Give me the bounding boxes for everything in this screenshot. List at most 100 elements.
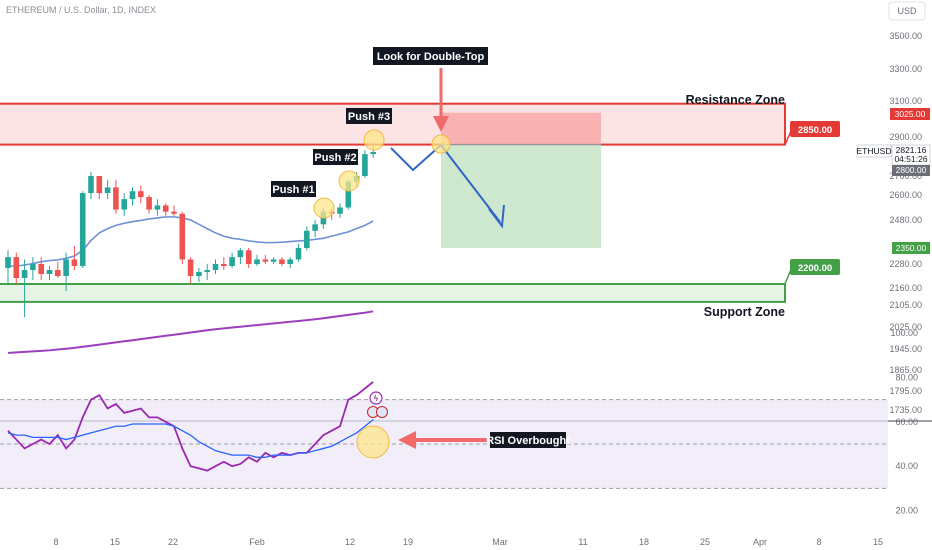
price-tick-label: 2160.00 [889, 283, 922, 293]
candle [337, 203, 343, 218]
push2-label: Push #2 [314, 152, 356, 164]
take-profit-area [441, 144, 601, 248]
price-tick-label: 1735.00 [889, 405, 922, 415]
x-tick-label: Feb [249, 537, 265, 547]
x-tick-label: 11 [578, 537, 587, 547]
push3-label: Push #3 [348, 111, 390, 123]
support-zone-label: Support Zone [704, 305, 785, 319]
candle [154, 199, 161, 216]
candle-body [312, 224, 318, 231]
stop-axis-tag-bg [890, 108, 930, 120]
x-tick-label: 19 [403, 537, 413, 547]
moving-averages [7, 216, 374, 354]
candle [262, 254, 269, 264]
price-tick-label: 2600.00 [889, 190, 922, 200]
rsi-tick-label: 60.00 [895, 417, 918, 427]
candle [245, 248, 252, 268]
candle-body [63, 259, 69, 276]
stop-loss-area [441, 112, 601, 145]
candle [113, 179, 119, 214]
candle-body [279, 259, 285, 264]
last-price-tag: 2821.16 [896, 145, 927, 155]
rsi-moving-average [7, 419, 374, 458]
push1-label: Push #1 [272, 184, 314, 196]
candle [129, 187, 136, 206]
candle [187, 257, 194, 284]
ticker-tag-bg [856, 144, 892, 158]
candle-body [237, 250, 244, 258]
rsi-label-bg [490, 432, 566, 448]
support-zone [0, 283, 786, 303]
candle-body [104, 187, 111, 194]
support-price-tag: 2200.00 [798, 263, 832, 274]
flag-icon-2[interactable] [376, 406, 388, 418]
candle-body [171, 211, 177, 214]
price-tick-label: 1795.00 [889, 386, 922, 396]
price-tick-label: 1945.00 [889, 344, 922, 354]
candle [312, 220, 318, 238]
candle-body [287, 259, 293, 264]
candle-body [38, 264, 44, 274]
level-2800-tag: 2800.00 [896, 165, 927, 175]
resistance-zone [0, 102, 786, 146]
candle [38, 257, 44, 280]
x-tick-label: 12 [345, 537, 355, 547]
rsi-tick-label: 80.00 [895, 372, 918, 382]
candle [254, 254, 260, 266]
projection-arrow-head [488, 204, 505, 229]
candle [237, 248, 244, 264]
double-top-highlight [431, 134, 451, 154]
candle-body [121, 199, 127, 210]
double-top-arrow-head [433, 116, 449, 132]
push3-highlight [363, 129, 385, 151]
candle [362, 150, 368, 178]
candle [295, 243, 302, 262]
candle-body [221, 264, 227, 266]
candle [138, 185, 144, 204]
candle [104, 179, 111, 200]
candle-body [204, 270, 210, 272]
price-tick-label: 3300.00 [889, 64, 922, 74]
candle-body [304, 230, 310, 248]
projection-path [390, 143, 501, 223]
candle-body [113, 187, 119, 210]
x-tick-label: 8 [816, 537, 821, 547]
candle-body [146, 197, 152, 210]
support-price-tag-bg [790, 259, 840, 275]
target-tag: 2350.00 [896, 243, 927, 253]
event-marker-icon[interactable] [369, 391, 383, 405]
currency-button-label: USD [897, 6, 917, 16]
candle-body [295, 248, 302, 260]
candle [179, 211, 186, 264]
candle-body [179, 213, 186, 260]
candle-body [154, 205, 161, 210]
candle-body [162, 205, 169, 212]
price-tick-label: 1865.00 [889, 365, 922, 375]
candle-body [245, 250, 252, 264]
candle [46, 266, 53, 280]
price-tick-label: 2480.00 [889, 215, 922, 225]
candle-body [337, 207, 343, 214]
rsi-tick-label: 100.00 [890, 328, 918, 338]
price-tick-label: 3100.00 [889, 96, 922, 106]
push2-label-bg [313, 149, 358, 165]
candle-body [46, 270, 53, 274]
double-top-label-bg [373, 47, 488, 65]
x-tick-label: Apr [753, 537, 767, 547]
trade-box [441, 112, 601, 248]
event-bolt-icon: ϟ [374, 394, 379, 403]
candle [71, 245, 78, 270]
zones [0, 102, 793, 303]
candle [279, 257, 285, 266]
x-tick-label: Mar [492, 537, 508, 547]
candle [221, 257, 227, 270]
rsi-highlight [356, 425, 390, 459]
currency-button[interactable] [888, 1, 926, 21]
price-tick-label: 2900.00 [889, 132, 922, 142]
candle [304, 226, 310, 251]
symbol-title: ETHEREUM / U.S. Dollar, 1D, INDEX [6, 5, 156, 15]
x-tick-label: 8 [53, 537, 58, 547]
ticker-tag: ETHUSD [857, 146, 892, 156]
x-tick-label: 25 [700, 537, 710, 547]
